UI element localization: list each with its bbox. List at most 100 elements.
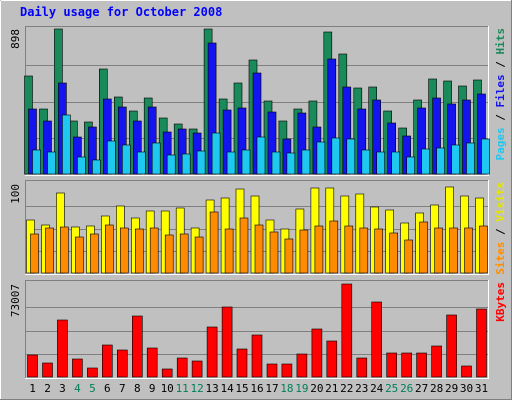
day-label-16: 16: [250, 382, 263, 395]
right-axis-label: Sites / Visits: [494, 182, 507, 275]
day-label-25: 25: [385, 382, 398, 395]
right-label-part: /: [494, 108, 507, 128]
day-label-5: 5: [89, 382, 96, 395]
right-label-part: Visits: [494, 182, 507, 222]
bar-kbytes-day-21: [326, 340, 338, 378]
y-max-label: 100: [9, 184, 22, 204]
bar-pages-day-5: [92, 159, 101, 175]
bar-pages-day-26: [406, 156, 416, 175]
bar-pages-day-12: [196, 150, 206, 175]
day-label-8: 8: [134, 382, 141, 395]
day-label-6: 6: [104, 382, 111, 395]
bar-sites-day-16: [254, 224, 264, 274]
day-label-31: 31: [475, 382, 488, 395]
right-label-part: Files: [494, 74, 507, 107]
bar-sites-day-17: [269, 231, 279, 274]
bar-kbytes-day-12: [191, 360, 203, 378]
series-kbytes: [27, 283, 487, 378]
day-label-15: 15: [235, 382, 248, 395]
bar-kbytes-day-27: [416, 352, 427, 378]
bar-sites-day-6: [105, 224, 114, 274]
bar-sites-day-15: [239, 217, 249, 274]
bar-kbytes-day-3: [57, 319, 68, 378]
bar-sites-day-23: [359, 227, 369, 274]
bar-pages-day-4: [77, 156, 86, 175]
bar-kbytes-day-14: [221, 306, 233, 378]
bar-pages-day-6: [107, 140, 116, 175]
right-label-part: Hits: [494, 28, 507, 55]
bar-sites-day-24: [374, 228, 384, 274]
bar-sites-day-3: [60, 226, 69, 274]
bar-pages-day-25: [391, 151, 401, 175]
bar-sites-day-8: [135, 228, 144, 274]
bar-sites-day-4: [75, 236, 84, 274]
bar-pages-day-9: [151, 142, 161, 175]
day-label-24: 24: [370, 382, 384, 395]
day-label-1: 1: [29, 382, 36, 395]
bar-sites-day-13: [209, 211, 219, 274]
panel-sites-visits: 100 Sites / Visits: [9, 180, 507, 275]
bar-kbytes-day-30: [461, 365, 472, 378]
bar-kbytes-day-17: [266, 363, 278, 378]
bar-sites-day-21: [329, 220, 339, 274]
bar-sites-day-9: [149, 227, 159, 274]
day-label-30: 30: [460, 382, 473, 395]
right-label-part: Sites: [494, 242, 507, 275]
bar-pages-day-30: [466, 142, 475, 175]
bar-pages-day-13: [211, 132, 221, 175]
bar-pages-day-15: [241, 149, 251, 175]
bar-sites-day-5: [90, 233, 99, 274]
day-label-9: 9: [149, 382, 156, 395]
y-max-label: 73007: [9, 284, 22, 317]
bar-pages-day-2: [47, 151, 56, 175]
bar-kbytes-day-4: [72, 358, 83, 378]
day-label-12: 12: [190, 382, 203, 395]
bar-sites-day-28: [434, 227, 443, 274]
day-label-20: 20: [310, 382, 323, 395]
bar-pages-day-27: [421, 148, 430, 175]
bar-kbytes-day-10: [161, 368, 173, 378]
day-label-26: 26: [400, 382, 413, 395]
right-label-part: KBytes: [494, 282, 507, 322]
bar-sites-day-12: [194, 236, 204, 274]
bar-pages-day-7: [122, 144, 131, 175]
day-label-2: 2: [44, 382, 51, 395]
bar-sites-day-26: [404, 239, 414, 274]
bar-sites-day-29: [449, 227, 458, 274]
bar-sites-day-10: [164, 234, 174, 274]
bar-sites-day-19: [299, 229, 309, 274]
bar-sites-day-7: [120, 227, 129, 274]
bar-pages-day-29: [451, 144, 460, 175]
day-label-13: 13: [205, 382, 218, 395]
bar-sites-day-30: [464, 227, 473, 274]
bar-pages-day-14: [226, 151, 236, 175]
bar-sites-day-31: [479, 225, 488, 274]
bar-kbytes-day-19: [296, 353, 308, 378]
day-label-17: 17: [265, 382, 278, 395]
day-label-19: 19: [295, 382, 308, 395]
bar-kbytes-day-8: [132, 315, 143, 378]
bar-pages-day-21: [331, 137, 341, 175]
bar-kbytes-day-16: [251, 334, 263, 378]
bar-pages-day-19: [301, 149, 311, 175]
day-label-27: 27: [415, 382, 428, 395]
bar-sites-day-2: [45, 227, 54, 274]
right-label-part: /: [494, 55, 507, 75]
bar-sites-day-11: [179, 233, 189, 274]
bar-kbytes-day-26: [401, 352, 413, 378]
bar-kbytes-day-11: [176, 357, 188, 378]
bar-kbytes-day-23: [356, 357, 368, 378]
day-label-7: 7: [119, 382, 126, 395]
bar-pages-day-16: [256, 136, 266, 175]
bar-sites-day-20: [314, 225, 324, 274]
bar-pages-day-18: [286, 152, 296, 175]
series-sites: [30, 211, 488, 274]
chart-panels: 898 Pages / Files / Hits 100 Sites / Visits…: [9, 26, 507, 379]
x-axis-day-labels: 1 2 3 4 5 6 7 8 9 10 11 12 13 14 15 16 17 18 19 20 21 22 23 24 2…: [29, 382, 488, 395]
day-label-3: 3: [59, 382, 66, 395]
bar-pages-day-23: [361, 149, 371, 175]
bar-kbytes-day-7: [117, 349, 128, 378]
right-axis-label: Pages / Files / Hits: [494, 28, 507, 161]
y-max-label: 898: [9, 29, 22, 49]
